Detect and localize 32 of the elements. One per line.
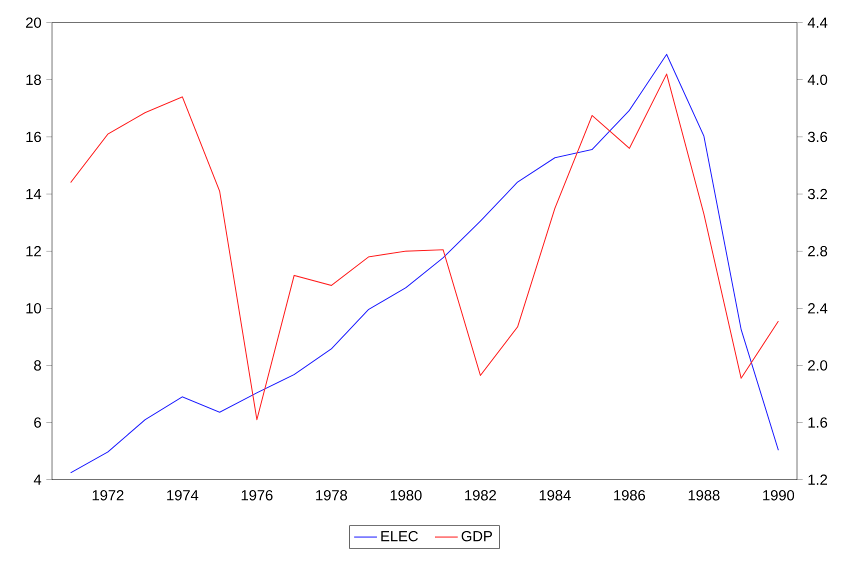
y2-tick-label: 4.0 — [808, 74, 828, 85]
x-tick-label: 1980 — [390, 490, 422, 500]
y2-tick-label: 1.6 — [808, 417, 828, 428]
y2-tick-label: 1.2 — [808, 474, 828, 485]
y-tick-label: 10 — [26, 303, 42, 314]
y-tick-label: 6 — [34, 417, 41, 428]
y-tick-label: 20 — [26, 17, 42, 28]
x-tick-label: 1976 — [242, 490, 273, 500]
y2-tick-label: 2.8 — [808, 246, 828, 256]
y-tick-label: 8 — [34, 360, 41, 371]
y-tick-label: 18 — [26, 74, 41, 85]
y2-tick-label: 4.4 — [808, 18, 828, 28]
x-tick-label: 1974 — [167, 490, 198, 500]
y2-tick-label: 2.0 — [808, 360, 828, 371]
x-tick-label: 1982 — [465, 490, 496, 500]
x-tick-label: 1978 — [316, 490, 348, 500]
x-tick-label: 1986 — [614, 490, 646, 500]
x-tick-label: 1984 — [540, 490, 571, 500]
legend-label: ELEC — [381, 530, 418, 542]
y-tick-label: 16 — [26, 132, 41, 142]
y-tick-label: 12 — [26, 246, 41, 256]
y2-tick-label: 3.2 — [808, 188, 828, 200]
line-series — [70, 74, 779, 420]
y2-tick-label: 3.6 — [808, 132, 828, 142]
x-tick-label: 1990 — [763, 490, 794, 500]
y-tick-label: 14 — [26, 189, 42, 200]
legend-label: GDP — [462, 530, 492, 542]
y-tick-label: 4 — [34, 474, 42, 485]
line-series — [70, 54, 779, 474]
y2-tick-label: 2.4 — [808, 303, 828, 314]
x-tick-label: 1972 — [92, 490, 124, 500]
x-tick-label: 1988 — [688, 490, 720, 500]
